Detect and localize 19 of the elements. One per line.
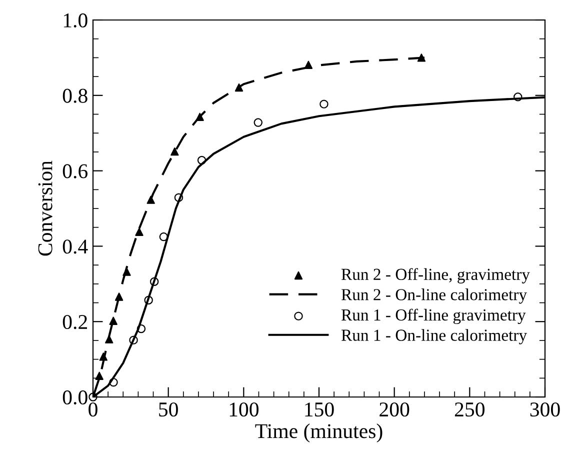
y-tick-label: 0.8 [62, 88, 88, 103]
legend-label: Run 2 - Off-line, gravimetry [341, 268, 530, 284]
y-tick-label: 0.0 [62, 390, 88, 405]
x-tick-label: 250 [454, 402, 484, 417]
x-tick-label: 300 [530, 402, 560, 417]
x-tick-label: 100 [230, 402, 258, 417]
x-tick-label: 0 [88, 402, 98, 417]
y-axis-title: Conversion [38, 160, 52, 256]
y-tick-label: 0.6 [62, 164, 88, 178]
legend-label: Run 1 - On-line calorimetry [341, 329, 527, 344]
y-tick-label: 0.2 [62, 314, 87, 330]
y-tick-label: 1.0 [64, 13, 88, 28]
x-tick-label: 150 [305, 402, 334, 417]
legend-label: Run 1 - Off-line gravimetry [341, 308, 526, 324]
x-axis-title: Time (minutes) [255, 424, 382, 442]
legend-label: Run 2 - On-line calorimetry [341, 288, 527, 304]
x-tick-label: 200 [380, 402, 410, 417]
x-tick-label: 50 [159, 402, 178, 417]
y-tick-label: 0.4 [62, 240, 88, 254]
